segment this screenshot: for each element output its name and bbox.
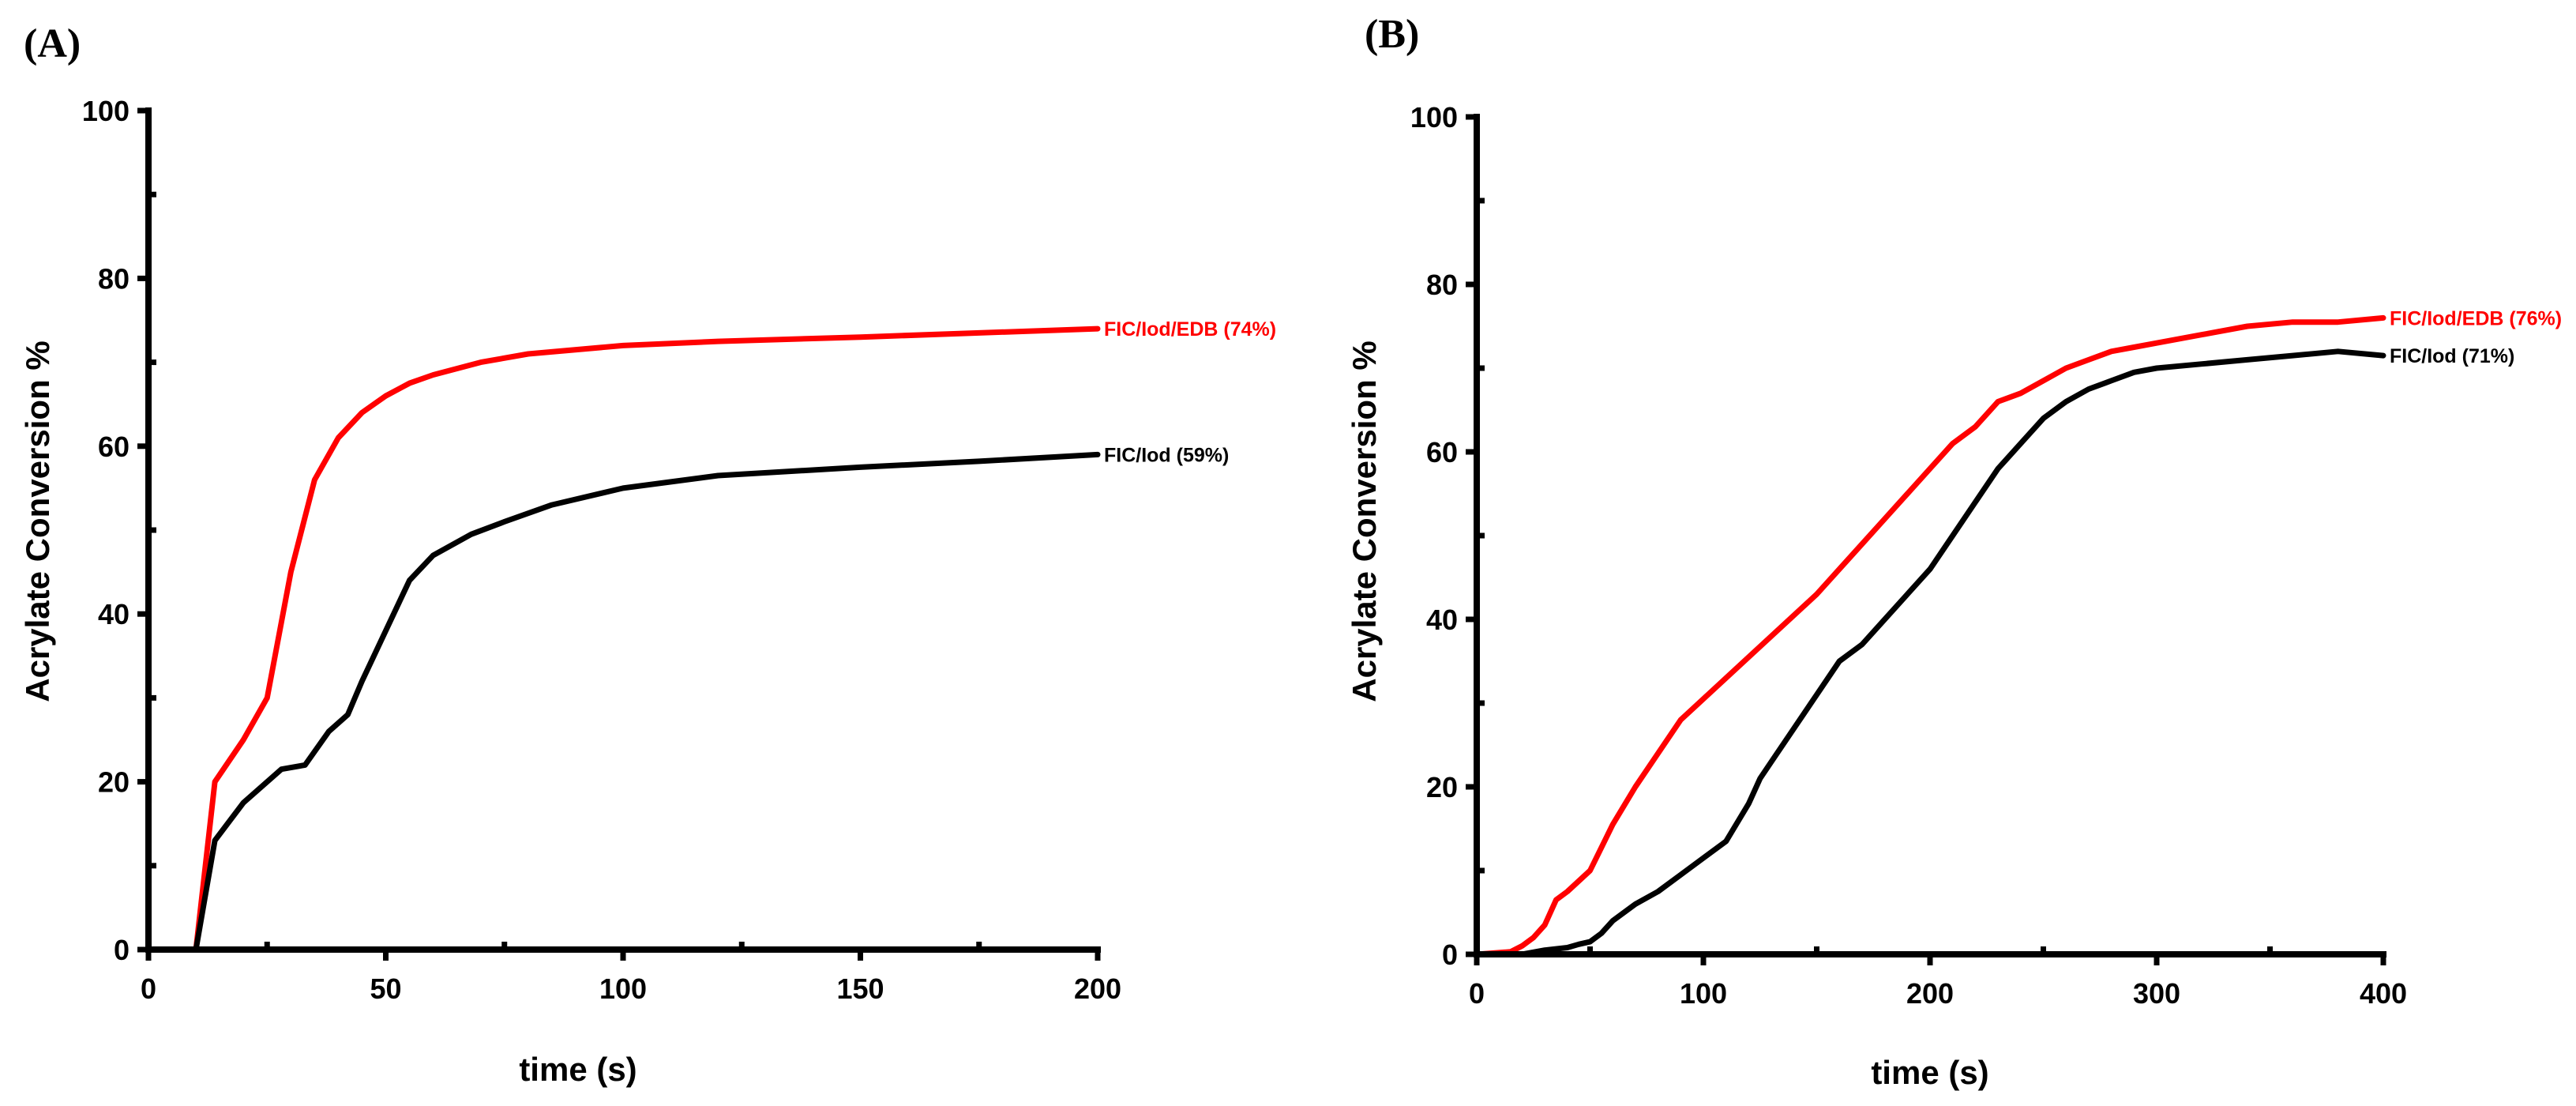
panel-a-series-fic-iod-edb-line <box>145 325 1101 953</box>
panel-b-y-tick-label: 0 <box>1442 939 1458 971</box>
panel-a-axes <box>145 107 1101 953</box>
panel-b-legend: FIC/Iod/EDB (76%) FIC/Iod (71%) <box>2390 307 2562 367</box>
panel-b-y-tick-label: 100 <box>1410 101 1458 134</box>
panel-a-x-tick-label: 100 <box>599 972 647 1005</box>
panel-b-x-tick-label: 300 <box>2133 977 2180 1010</box>
panel-a-y-tick-label: 100 <box>82 95 130 127</box>
panel-b-y-tick-label: 40 <box>1426 604 1458 636</box>
panel-b-x-tick-label: 100 <box>1680 977 1727 1010</box>
panel-b-series-layer <box>1474 314 2386 957</box>
panel-b-series-fic-iod-line <box>1474 348 2386 957</box>
panel-a-legend-fic-iod: FIC/Iod (59%) <box>1104 444 1229 466</box>
panel-a-y-tick-label: 60 <box>98 431 130 463</box>
panel-b-x-axis-title: time (s) <box>1871 1054 1988 1091</box>
panel-a-y-tick-label: 0 <box>114 934 130 966</box>
panel-a-y-tick-label: 20 <box>98 766 130 799</box>
panel-a-legend-fic-iod-edb: FIC/Iod/EDB (74%) <box>1104 318 1276 340</box>
panel-b-y-tick-label: 60 <box>1426 436 1458 468</box>
panel-a-x-tick-label: 50 <box>370 972 401 1005</box>
panel-b-x-tick-label: 400 <box>2360 977 2407 1010</box>
panel-a-x-tick-label: 150 <box>836 972 884 1005</box>
panel-a-legend: FIC/Iod/EDB (74%) FIC/Iod (59%) <box>1104 318 1276 466</box>
panel-a-x-axis-title: time (s) <box>519 1051 636 1088</box>
panel-a-y-axis-title: Acrylate Conversion % <box>19 340 56 702</box>
panel-b-x-tick-label: 200 <box>1906 977 1954 1010</box>
panel-b-legend-fic-iod: FIC/Iod (71%) <box>2390 345 2514 367</box>
panel-b-y-axis-title: Acrylate Conversion % <box>1346 340 1383 702</box>
panel-a-y-tick-label: 40 <box>98 598 130 630</box>
panel-b-y-tick-label: 20 <box>1426 771 1458 803</box>
panel-a-series-layer <box>145 325 1101 953</box>
panel-a-x-tick-label: 200 <box>1074 972 1121 1005</box>
panel-a-label: (A) <box>24 21 81 66</box>
panel-a-chart: (A) 0 20 40 60 80 100 0 50 100 150 200 FIC/Iod/EDB… <box>19 21 1276 1088</box>
panel-b-y-tick-label: 80 <box>1426 269 1458 301</box>
panel-a-x-tick-label: 0 <box>141 972 156 1005</box>
panel-a-y-tick-label: 80 <box>98 262 130 295</box>
panel-b-label: (B) <box>1365 12 1419 57</box>
panel-a-series-fic-iod-line <box>145 451 1101 953</box>
panel-b-legend-fic-iod-edb: FIC/Iod/EDB (76%) <box>2390 307 2562 329</box>
panel-b-ticks: 0 20 40 60 80 100 0 100 200 300 400 <box>1410 101 2407 1010</box>
panel-b-x-tick-label: 0 <box>1469 977 1485 1010</box>
panel-b-series-fic-iod-edb-line <box>1474 314 2386 957</box>
panel-b-chart: (B) 0 20 40 60 80 100 0 100 200 300 400 FIC/Iod/ED… <box>1346 12 2562 1091</box>
panel-a-ticks: 0 20 40 60 80 100 0 50 100 150 200 <box>82 95 1121 1005</box>
